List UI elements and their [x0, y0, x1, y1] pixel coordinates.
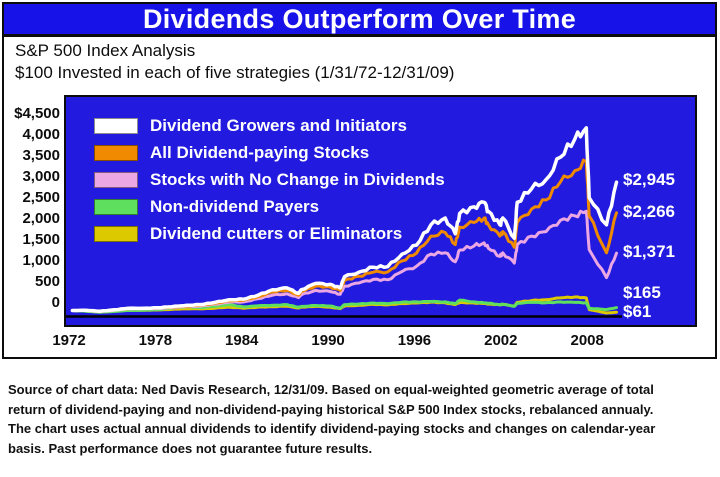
legend-swatch-4 [94, 225, 138, 242]
x-axis-tick-label: 1990 [311, 332, 345, 349]
y-axis-tick-label: 0 [51, 294, 60, 311]
y-axis-tick-label: 1,000 [22, 252, 60, 269]
y-axis-tick-label: 3,500 [22, 147, 60, 164]
footnote-line: basis. Past performance does not guarant… [8, 440, 373, 456]
x-axis-tick-label: 1996 [397, 332, 432, 349]
legend-label: All Dividend-paying Stocks [150, 142, 370, 162]
footnote-line: Source of chart data: Ned Davis Research… [8, 382, 654, 397]
legend-swatch-3 [94, 198, 138, 215]
x-axis-tick-label: 2008 [570, 332, 604, 349]
y-axis-tick-label: 500 [34, 273, 60, 290]
footnote-line: The chart uses actual annual dividends t… [8, 421, 656, 436]
legend-label: Non-dividend Payers [150, 196, 320, 216]
title-bar: Dividends Outperform Over Time [4, 4, 715, 37]
legend-label: Dividend cutters or Eliminators [150, 223, 403, 243]
end-value-label-1: $2,266 [623, 202, 675, 221]
legend-row: Stocks with No Change in Dividends [94, 166, 445, 193]
chart-lines-svg [66, 126, 622, 318]
legend-row: Dividend cutters or Eliminators [94, 220, 445, 247]
chart-legend: Dividend Growers and Initiators All Divid… [94, 112, 445, 247]
y-axis-labels: $4,500 4,000 3,500 3,000 2,500 2,000 1,500 1,00… [4, 4, 60, 324]
x-axis-tick-label: 2002 [484, 332, 518, 349]
legend-label: Dividend Growers and Initiators [150, 115, 407, 135]
y-axis-tick-label: 4,000 [22, 126, 60, 143]
figure-box: Dividends Outperform Over Time S&P 500 I… [2, 2, 717, 359]
y-axis-tick-label: 2,000 [22, 210, 60, 227]
source-footnote: Source of chart data: Ned Davis Research… [8, 380, 714, 458]
subtitle-index-analysis: S&P 500 Index Analysis [15, 41, 196, 60]
end-value-label-3: $165 [623, 283, 661, 302]
legend-label: Stocks with No Change in Dividends [150, 169, 445, 189]
legend-swatch-2 [94, 171, 138, 188]
subtitle-invested-strategies: $100 Invested in each of five strategies… [15, 63, 455, 82]
end-value-label-4: $61 [623, 302, 652, 321]
chart-canvas: Dividend Growers and Initiators All Divid… [64, 95, 697, 327]
end-value-label-2: $1,371 [623, 242, 675, 261]
legend-row: Dividend Growers and Initiators [94, 112, 445, 139]
y-axis-tick-label: 1,500 [22, 231, 60, 248]
y-axis-tick-label: $4,500 [14, 105, 60, 122]
x-axis-tick-label: 1972 [52, 332, 86, 349]
legend-swatch-1 [94, 144, 138, 161]
series-line-0 [70, 126, 619, 313]
x-axis-labels: 1972 1978 1984 1990 1996 2002 2008 [4, 331, 715, 351]
chart-subtitles: S&P 500 Index Analysis $100 Invested in … [15, 40, 707, 84]
end-value-label-0: $2,945 [623, 170, 675, 189]
page-title: Dividends Outperform Over Time [142, 4, 577, 34]
legend-row: Non-dividend Payers [94, 193, 445, 220]
legend-row: All Dividend-paying Stocks [94, 139, 445, 166]
footnote-line: return of dividend-paying and non-divide… [8, 401, 654, 417]
x-axis-tick-label: 1978 [138, 332, 173, 349]
x-axis-tick-label: 1984 [225, 332, 259, 349]
y-axis-tick-label: 2,500 [22, 189, 60, 206]
legend-swatch-0 [94, 117, 138, 134]
y-axis-tick-label: 3,000 [22, 168, 60, 185]
